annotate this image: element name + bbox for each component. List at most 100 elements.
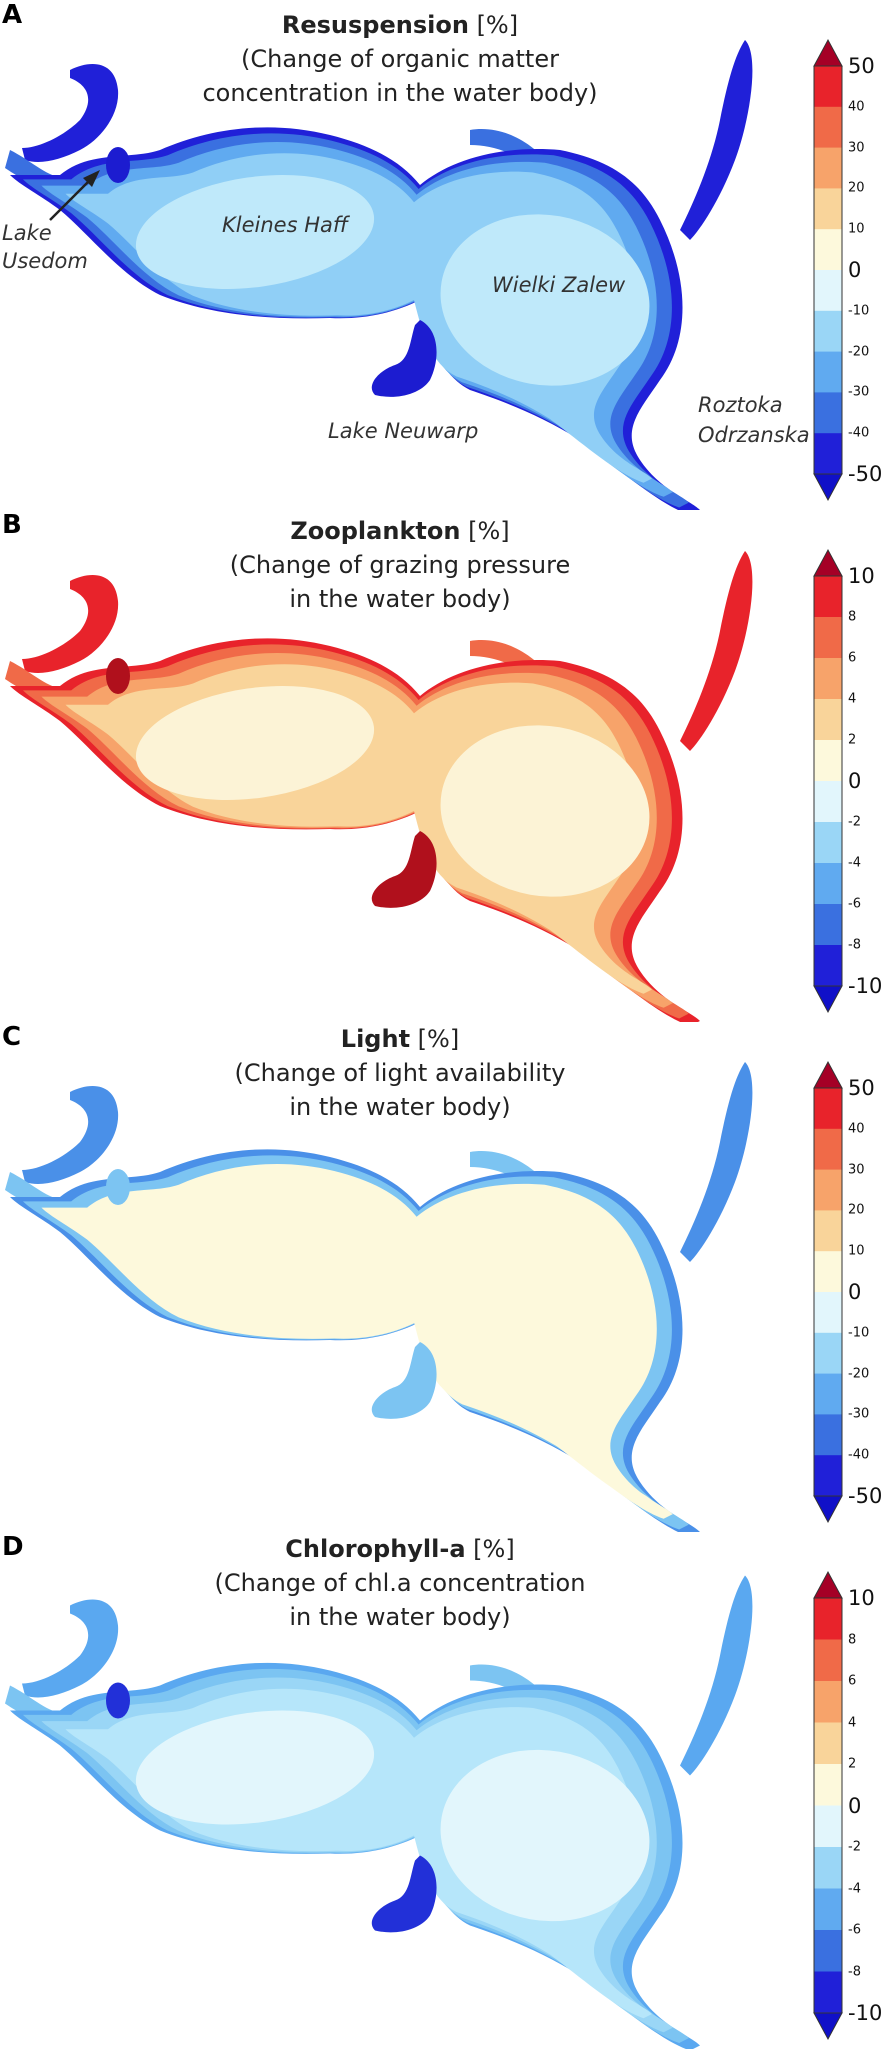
colorbar-tick-label: 8 xyxy=(848,1632,857,1647)
wielki-zalew-core xyxy=(440,1236,650,1408)
colorbar-band xyxy=(814,188,842,230)
colorbar-tick-label: 30 xyxy=(848,140,865,156)
colorbar-band xyxy=(814,822,842,864)
lake-usedom xyxy=(106,1169,130,1205)
label-lake-usedom-2: Usedom xyxy=(2,249,88,273)
lake-neuwarp xyxy=(371,1855,437,1933)
label-wielki-zalew: Wielki Zalew xyxy=(492,273,626,297)
panel-c: C Light [%] (Change of light availabilit… xyxy=(0,1022,886,1532)
subtitle-line-1: (Change of chl.a concentration xyxy=(214,1569,586,1597)
colorbar-tick-label: 4 xyxy=(848,1715,857,1730)
colorbar-tick-label: 8 xyxy=(848,609,857,625)
panel-a: A Resuspension [%] (Change of organic ma… xyxy=(0,0,886,510)
kleines-haff-core xyxy=(135,1197,375,1311)
colorbar-band xyxy=(814,310,842,353)
colorbar-band xyxy=(814,1332,842,1375)
colorbar xyxy=(813,1060,843,1524)
colorbar-band xyxy=(814,617,842,659)
colorbar-tick-label: 50 xyxy=(848,1076,875,1100)
north-channel-west xyxy=(22,575,119,673)
north-channel-east xyxy=(680,40,753,240)
kleines-haff-core xyxy=(135,686,375,800)
wielki-zalew-core xyxy=(440,214,650,386)
colorbar-tick-label: 0 xyxy=(848,258,862,282)
colorbar-tick-label: -10 xyxy=(848,974,883,998)
colorbar-tick-label: 10 xyxy=(848,564,875,588)
subtitle-line-2: in the water body) xyxy=(289,1093,511,1121)
panel-title: Zooplankton [%] (Change of grazing press… xyxy=(150,514,650,616)
subtitle-line-2: in the water body) xyxy=(289,585,511,613)
colorbar-bottom-triangle xyxy=(813,1495,843,1524)
lagoon-map xyxy=(5,551,753,1022)
colorbar-band xyxy=(814,1210,842,1252)
colorbar-tick-label: -2 xyxy=(848,814,861,830)
colorbar-band xyxy=(814,147,842,189)
colorbar-tick-label: 6 xyxy=(848,1673,857,1689)
title-unit: [%] xyxy=(465,1535,515,1563)
title-bold: Chlorophyll-a xyxy=(285,1535,466,1563)
panel-b: B Zooplankton [%] (Change of grazing pre… xyxy=(0,510,886,1022)
colorbar-tick-label: 2 xyxy=(848,732,857,748)
north-channel-west xyxy=(22,1086,119,1184)
colorbar-band xyxy=(814,1169,842,1211)
colorbar-tick-label: -10 xyxy=(848,303,870,319)
colorbar-band xyxy=(814,433,842,475)
colorbar-tick-label: -10 xyxy=(848,2001,883,2025)
kleines-haff-core xyxy=(135,1710,375,1825)
colorbar-tick-label: 0 xyxy=(848,1793,862,1818)
colorbar-top-triangle xyxy=(813,1570,843,1599)
colorbar-band xyxy=(814,1373,842,1415)
colorbar-tick-label: 4 xyxy=(848,691,857,707)
map-b xyxy=(5,551,753,1022)
colorbar-bottom-triangle xyxy=(813,2012,843,2041)
map-a xyxy=(5,40,753,510)
colorbar-tick-label: 10 xyxy=(848,221,865,237)
subtitle-line-2: concentration in the water body) xyxy=(202,79,598,107)
north-channel-west xyxy=(22,64,119,162)
colorbar-tick-label: -8 xyxy=(848,937,861,953)
label-roztoka-1: Roztoka xyxy=(698,393,783,417)
colorbar-band xyxy=(814,945,842,987)
panel-title: Chlorophyll-a [%] (Change of chl.a conce… xyxy=(150,1532,650,1634)
colorbar-band xyxy=(814,904,842,946)
colorbar-bottom-triangle xyxy=(813,985,843,1014)
colorbar-band xyxy=(814,1598,842,1640)
panel-letter: D xyxy=(2,1532,24,1562)
colorbar-band xyxy=(814,1888,842,1931)
lagoon-map xyxy=(5,40,753,510)
colorbar-tick-label: 2 xyxy=(848,1756,857,1772)
lake-usedom xyxy=(106,1682,130,1719)
colorbar-tick-label: -20 xyxy=(848,1366,870,1382)
panel-title: Light [%] (Change of light availability … xyxy=(150,1022,650,1124)
colorbar-band xyxy=(814,1414,842,1456)
colorbar-tick-label: 0 xyxy=(848,769,862,793)
colorbar-band xyxy=(814,576,842,618)
colorbar-band xyxy=(814,1292,842,1334)
arrow-icon xyxy=(49,170,100,221)
panel-letter: A xyxy=(2,0,23,30)
colorbar-tick-label: -40 xyxy=(848,1447,870,1463)
colorbar-tick-label: 30 xyxy=(848,1162,865,1178)
colorbar-tick-label: -8 xyxy=(848,1964,861,1979)
title-unit: [%] xyxy=(468,11,519,39)
colorbar-tick-label: -4 xyxy=(848,855,861,871)
north-channel-east xyxy=(680,1575,753,1776)
title-unit: [%] xyxy=(460,517,510,545)
colorbar-band xyxy=(814,1088,842,1130)
colorbar xyxy=(813,38,843,502)
colorbar xyxy=(813,548,843,1014)
title-bold: Zooplankton xyxy=(290,517,461,545)
colorbar-tick-label: -4 xyxy=(848,1881,861,1896)
colorbar-tick-label: -30 xyxy=(848,1406,870,1422)
title-bold: Light xyxy=(340,1025,411,1053)
colorbar-tick-label: -2 xyxy=(848,1839,861,1855)
title-bold: Resuspension xyxy=(281,11,469,39)
panel-letter: B xyxy=(2,510,22,540)
colorbar-tick-label: -50 xyxy=(848,462,883,486)
colorbar-band xyxy=(814,1455,842,1497)
title-unit: [%] xyxy=(410,1025,460,1053)
map-c xyxy=(5,1062,753,1532)
panel-d: D Chlorophyll-a [%] (Change of chl.a con… xyxy=(0,1532,886,2049)
colorbar-tick-label: 10 xyxy=(848,1243,865,1259)
lake-usedom xyxy=(106,147,130,183)
